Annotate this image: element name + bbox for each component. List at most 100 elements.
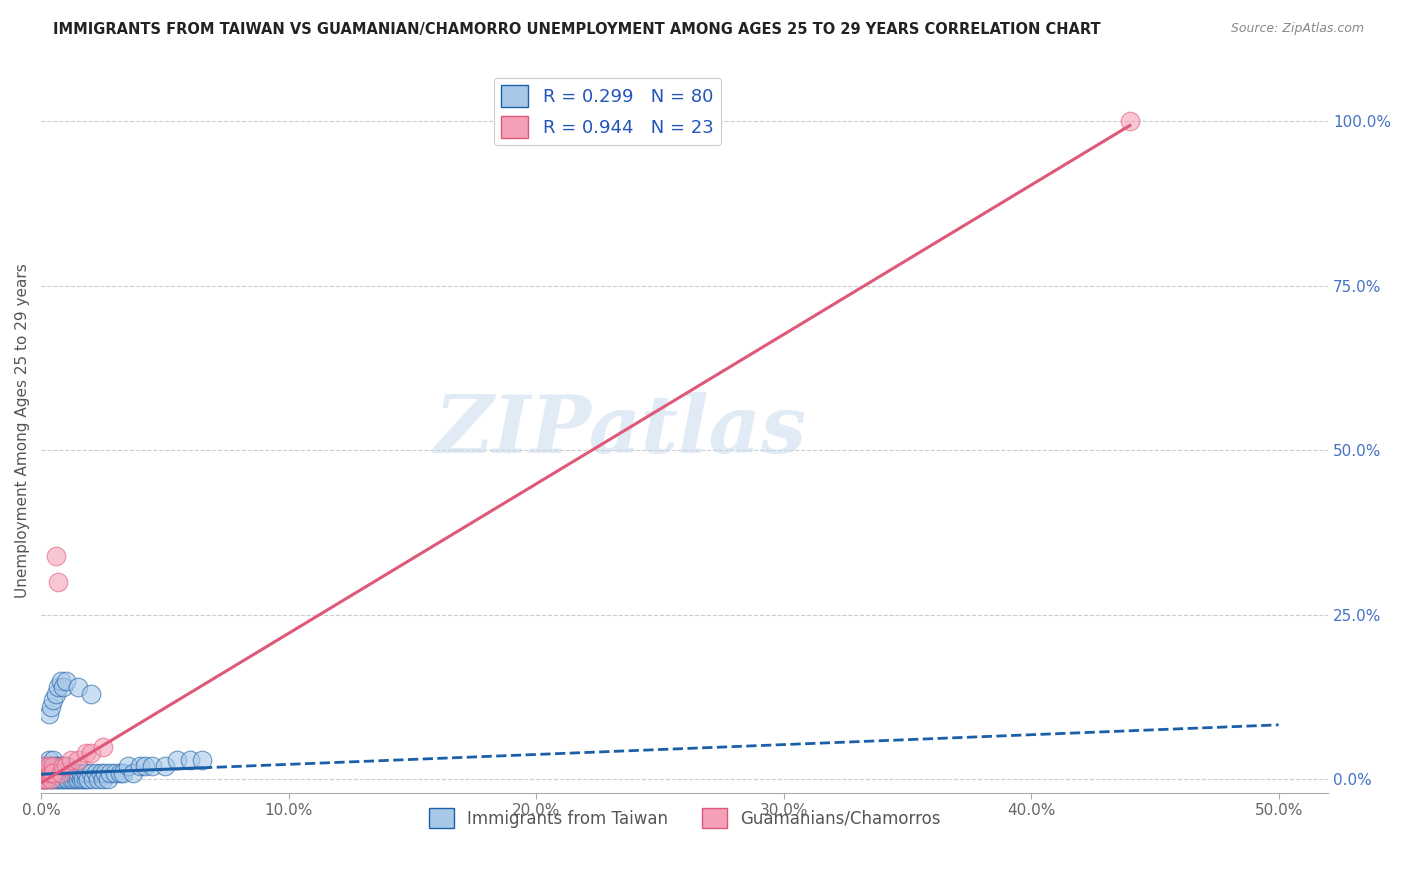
- Point: [45, 687, 67, 701]
- Point: [91, 739, 114, 754]
- Point: [55, 673, 77, 688]
- Point: [35, 765, 58, 780]
- Point: [38, 753, 60, 767]
- Point: [59, 772, 82, 787]
- Point: [134, 759, 156, 773]
- Point: [38, 759, 60, 773]
- Point: [48, 765, 70, 780]
- Point: [48, 772, 70, 787]
- Point: [62, 772, 84, 787]
- Point: [49, 759, 72, 773]
- Point: [32, 759, 55, 773]
- Point: [58, 772, 80, 787]
- Point: [69, 772, 91, 787]
- Point: [45, 765, 67, 780]
- Point: [62, 765, 84, 780]
- Point: [35, 765, 58, 780]
- Point: [42, 765, 65, 780]
- Point: [121, 765, 143, 780]
- Point: [39, 772, 62, 787]
- Point: [52, 772, 75, 787]
- Point: [52, 681, 75, 695]
- Point: [67, 681, 90, 695]
- Point: [65, 772, 87, 787]
- Point: [42, 753, 65, 767]
- Point: [84, 765, 107, 780]
- Point: [79, 765, 101, 780]
- Text: Source: ZipAtlas.com: Source: ZipAtlas.com: [1230, 22, 1364, 36]
- Point: [42, 772, 65, 787]
- Point: [39, 772, 62, 787]
- Point: [42, 759, 65, 773]
- Point: [52, 765, 75, 780]
- Text: ZIPatlas: ZIPatlas: [434, 392, 806, 469]
- Point: [45, 759, 67, 773]
- Point: [59, 753, 82, 767]
- Point: [79, 687, 101, 701]
- Point: [111, 765, 134, 780]
- Point: [49, 765, 72, 780]
- Point: [32, 772, 55, 787]
- Point: [79, 746, 101, 760]
- Point: [55, 772, 77, 787]
- Point: [129, 759, 152, 773]
- Text: IMMIGRANTS FROM TAIWAN VS GUAMANIAN/CHAMORRO UNEMPLOYMENT AMONG AGES 25 TO 29 YE: IMMIGRANTS FROM TAIWAN VS GUAMANIAN/CHAM…: [53, 22, 1101, 37]
- Point: [48, 759, 70, 773]
- Point: [31, 772, 53, 787]
- Point: [55, 765, 77, 780]
- Point: [67, 753, 90, 767]
- Point: [38, 765, 60, 780]
- Point: [82, 772, 104, 787]
- Point: [48, 574, 70, 589]
- Point: [141, 759, 163, 773]
- Point: [32, 765, 55, 780]
- Point: [179, 753, 201, 767]
- Point: [39, 765, 62, 780]
- Point: [59, 765, 82, 780]
- Point: [31, 772, 53, 787]
- Legend: Immigrants from Taiwan, Guamanians/Chamorros: Immigrants from Taiwan, Guamanians/Chamo…: [422, 801, 948, 835]
- Point: [94, 765, 117, 780]
- Point: [72, 772, 94, 787]
- Point: [45, 772, 67, 787]
- Point: [191, 753, 214, 767]
- Point: [65, 765, 87, 780]
- Point: [100, 765, 122, 780]
- Point: [67, 772, 90, 787]
- Point: [49, 772, 72, 787]
- Point: [35, 772, 58, 787]
- Point: [32, 765, 55, 780]
- Point: [49, 765, 72, 780]
- Point: [34, 759, 56, 773]
- Point: [75, 772, 97, 787]
- Point: [110, 765, 132, 780]
- Point: [38, 765, 60, 780]
- Point: [67, 765, 90, 780]
- Point: [153, 759, 176, 773]
- Point: [35, 759, 58, 773]
- Point: [52, 759, 75, 773]
- Point: [89, 765, 111, 780]
- Point: [55, 759, 77, 773]
- Point: [38, 706, 60, 721]
- Point: [75, 746, 97, 760]
- Point: [1119, 114, 1142, 128]
- Point: [75, 765, 97, 780]
- Point: [91, 772, 114, 787]
- Point: [34, 772, 56, 787]
- Point: [87, 772, 110, 787]
- Point: [42, 693, 65, 707]
- Point: [166, 753, 188, 767]
- Point: [48, 681, 70, 695]
- Point: [49, 673, 72, 688]
- Point: [55, 759, 77, 773]
- Point: [38, 772, 60, 787]
- Point: [32, 772, 55, 787]
- Point: [35, 772, 58, 787]
- Point: [38, 759, 60, 773]
- Point: [45, 549, 67, 563]
- Point: [104, 765, 127, 780]
- Point: [39, 700, 62, 714]
- Point: [117, 759, 139, 773]
- Point: [39, 759, 62, 773]
